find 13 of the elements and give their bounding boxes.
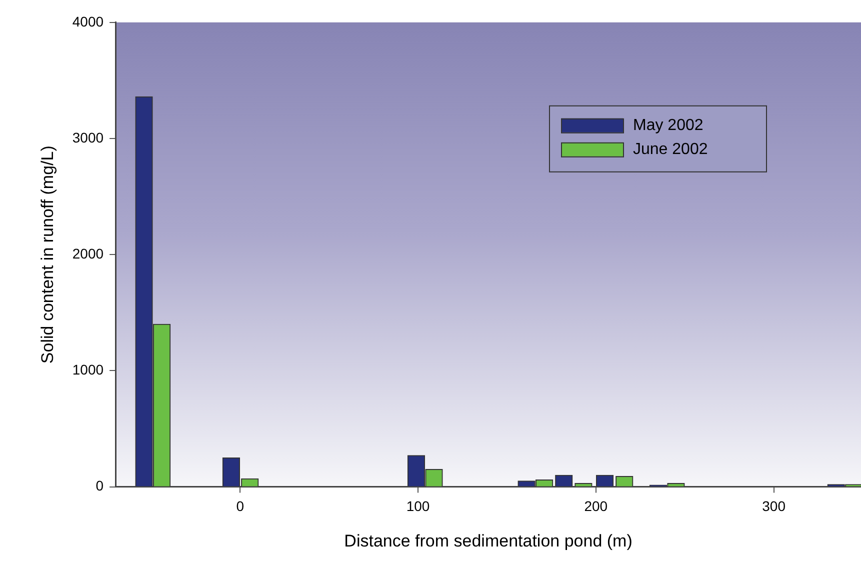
x-tick-label: 100 bbox=[406, 498, 430, 514]
x-axis-title: Distance from sedimentation pond (m) bbox=[344, 531, 632, 550]
legend-label: June 2002 bbox=[633, 140, 708, 158]
y-axis-title: Solid content in runoff (mg/L) bbox=[38, 146, 57, 364]
y-tick-label: 2000 bbox=[72, 245, 104, 262]
y-tick-label: 0 bbox=[96, 478, 104, 494]
legend-label: May 2002 bbox=[633, 116, 704, 134]
x-tick-label: 200 bbox=[584, 498, 608, 514]
y-tick-label: 1000 bbox=[72, 362, 104, 378]
y-tick-label: 3000 bbox=[72, 129, 104, 146]
x-tick-label: 300 bbox=[762, 498, 786, 514]
x-tick-label: 0 bbox=[236, 498, 244, 514]
y-tick-label: 4000 bbox=[72, 13, 104, 30]
